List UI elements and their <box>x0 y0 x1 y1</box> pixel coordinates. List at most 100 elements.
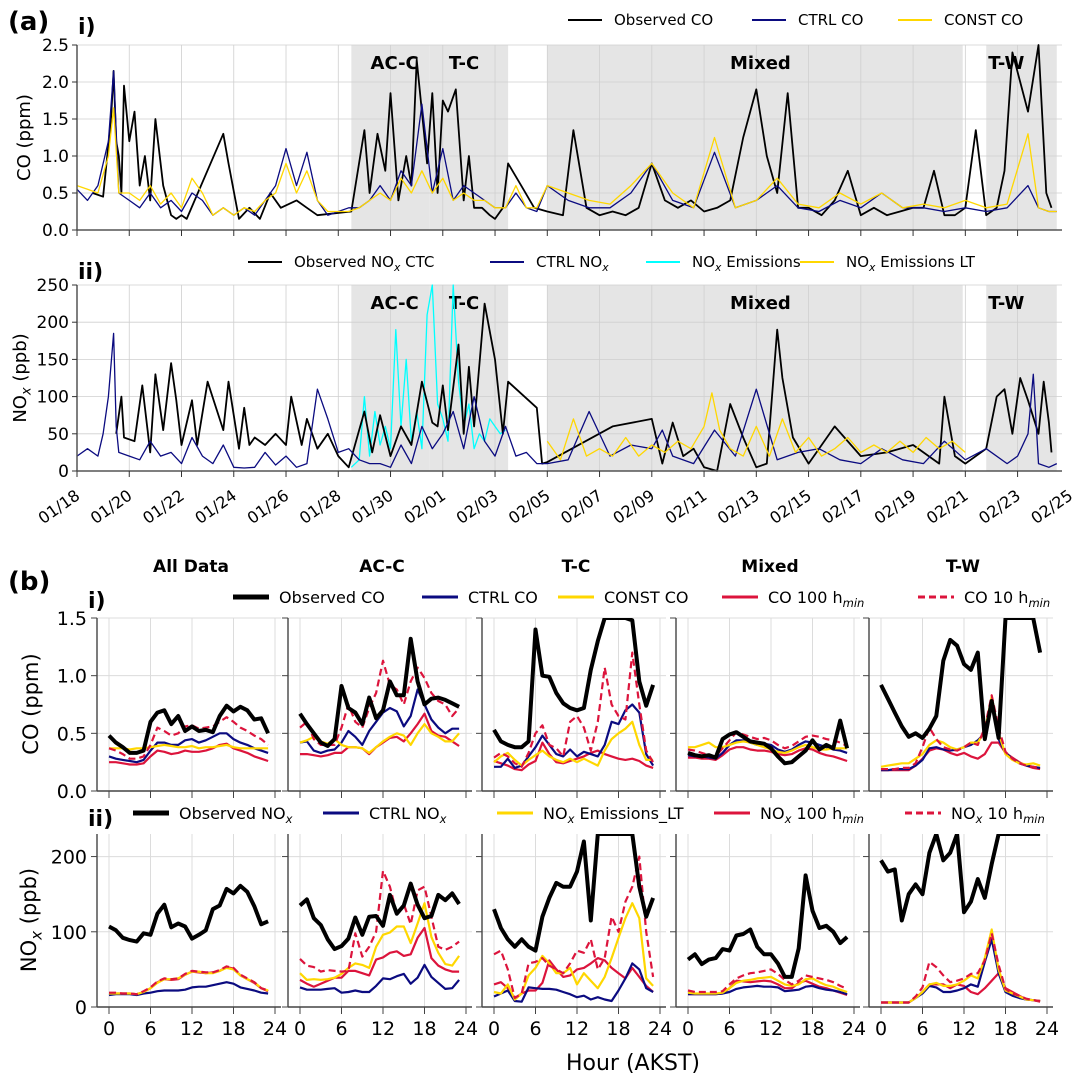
y-tick-label: 100 <box>51 922 87 944</box>
x-tick-label-date: 02/05 <box>505 486 554 528</box>
series-line-h10 <box>493 651 655 768</box>
x-tick-label-date: 02/19 <box>871 486 920 528</box>
series-line-const <box>881 928 1041 1004</box>
x-tick-label-date: 01/22 <box>139 486 188 528</box>
y-tick-label: 200 <box>37 313 69 333</box>
y-axis-label-nox: NOx​ (ppb) <box>10 333 35 422</box>
series-line-ctrl-co <box>76 70 1057 216</box>
series-group <box>492 834 655 1003</box>
series-line-h100 <box>881 741 1041 772</box>
x-tick-label-hour: 0 <box>103 1018 115 1040</box>
series-line-h100 <box>299 926 460 988</box>
y-tick-label: 0.0 <box>42 221 69 241</box>
x-tick-label-date: 02/23 <box>975 486 1024 528</box>
legend-label-observed-nox: Observed NOx​ <box>179 804 293 826</box>
x-tick-label-hour: 6 <box>916 1018 928 1040</box>
x-tick-label-hour: 12 <box>952 1018 976 1040</box>
series-group <box>879 618 1043 772</box>
series-line-observed <box>492 834 655 953</box>
series-line-h10 <box>108 716 269 760</box>
legend-label-observed-nox-ctc: Observed NOx​ CTC <box>294 253 434 274</box>
y-axis-label-co-diurnal: CO (ppm) <box>19 653 43 754</box>
regime-label-ac-c: AC-C <box>371 53 419 74</box>
x-tick-label-hour: 0 <box>682 1018 694 1040</box>
series-line-observed <box>298 636 461 748</box>
subplot-all-data: 0.0 0.5 1.0 1.5 <box>57 608 281 803</box>
legend-label-ctrl-nox: CTRL NOx​ <box>536 253 609 274</box>
regime-shade-t-w <box>986 285 1057 471</box>
series-group <box>107 703 270 766</box>
x-tick-label-date: 01/18 <box>35 486 84 528</box>
series-line-ctrl <box>108 732 269 764</box>
subplot-ac-c: 0 6 12 18 24 <box>282 834 478 1040</box>
x-tick-label-date: 01/24 <box>191 486 240 528</box>
legend-label-observed-co: Observed CO <box>614 11 713 29</box>
x-tick-label-date: 02/09 <box>609 486 658 528</box>
chart-a-i-co-timeseries: AC-C T-C Mixed T-W 0.0 0.5 1.0 1.5 2.0 2.5 CO (ppm… <box>14 11 1062 241</box>
subplot-title-t-c: T-C <box>562 557 591 577</box>
series-line-observed <box>492 618 655 750</box>
subplot-title-ac-c: AC-C <box>359 557 405 577</box>
series-line-h10 <box>687 968 848 994</box>
panel-a-i-label: i) <box>78 15 96 40</box>
x-tick-label-hour: 18 <box>412 1018 436 1040</box>
x-tick-label-hour: 18 <box>221 1018 245 1040</box>
x-tick-label-hour: 6 <box>335 1018 347 1040</box>
series-line-ctrl <box>299 963 460 994</box>
x-tick-label-hour: 24 <box>1035 1018 1059 1040</box>
x-tick-label-hour: 24 <box>454 1018 478 1040</box>
x-tick-label-date: 02/21 <box>923 486 972 528</box>
panel-b-ii-label: ii) <box>88 807 113 832</box>
regime-label-mixed: Mixed <box>730 53 791 74</box>
series-line-h10 <box>881 694 1041 771</box>
subplot-title-t-w: T-W <box>946 557 980 577</box>
series-group <box>686 873 849 997</box>
y-tick-label: 0 <box>75 997 87 1019</box>
legend-label-nox-emissions-lt: NOx​ Emissions LT <box>846 253 976 274</box>
y-tick-label: 2.0 <box>42 73 69 93</box>
subplot-all-data: 0 100 200 0 6 12 18 24 <box>51 834 287 1040</box>
legend-label-nox-10-h-min: NOx​ 10 hmin​ <box>951 804 1045 826</box>
y-tick-label: 0.5 <box>57 723 87 745</box>
series-line-h10 <box>881 932 1041 1004</box>
panel-a-label: (a) <box>8 7 49 37</box>
subplot-ac-c <box>282 617 472 798</box>
series-line-const <box>109 743 269 751</box>
subplot-title-mixed: Mixed <box>741 557 798 577</box>
subplot-t-w: 0 6 12 18 24 <box>863 834 1059 1040</box>
y-tick-label: 250 <box>37 276 69 296</box>
x-tick-label-date: 02/01 <box>400 486 449 528</box>
legend-label-ctrl-co: CTRL CO <box>468 588 538 607</box>
series-line-h10 <box>109 965 269 996</box>
subplot-title-all-data: All Data <box>153 557 229 577</box>
y-tick-label: 1.0 <box>57 666 87 688</box>
regime-label-t-c: T-C <box>449 53 479 74</box>
x-tick-label-date: 02/17 <box>818 486 867 528</box>
series-line-nox-emissions-lt <box>546 392 966 461</box>
y-tick-label: 1.0 <box>42 147 69 167</box>
panel-a-ii-label: ii) <box>78 260 103 285</box>
x-tick-label-date: 02/15 <box>766 486 815 528</box>
x-tick-label-date: 01/30 <box>348 486 397 528</box>
series-line-observed <box>298 881 461 952</box>
series-group <box>687 718 850 766</box>
y-tick-label: 2.5 <box>42 36 69 56</box>
legend-label-const-co: CONST CO <box>944 11 1023 29</box>
y-axis-label-co: CO (ppm) <box>14 94 35 181</box>
subplot-t-c <box>476 617 666 798</box>
subplot-mixed <box>670 617 860 798</box>
series-line-observed-co <box>92 44 1053 220</box>
series-line-observed <box>686 873 849 979</box>
x-tick-label-hour: 12 <box>759 1018 783 1040</box>
x-tick-label-hour: 0 <box>488 1018 500 1040</box>
legend-label-const-co: CONST CO <box>604 588 689 607</box>
y-axis-label-nox-diurnal: NOx​ (ppb) <box>17 868 45 972</box>
y-tick-label: 1.5 <box>57 608 87 630</box>
x-tick-label-date: 02/07 <box>557 486 606 528</box>
series-line-const <box>299 722 460 755</box>
x-tick-label-date: 02/03 <box>453 486 502 528</box>
series-line-nox-emissions <box>350 284 506 468</box>
legend-label-nox-emissions: NOx​ Emissions <box>692 253 801 274</box>
y-tick-label: 0.5 <box>42 184 69 204</box>
